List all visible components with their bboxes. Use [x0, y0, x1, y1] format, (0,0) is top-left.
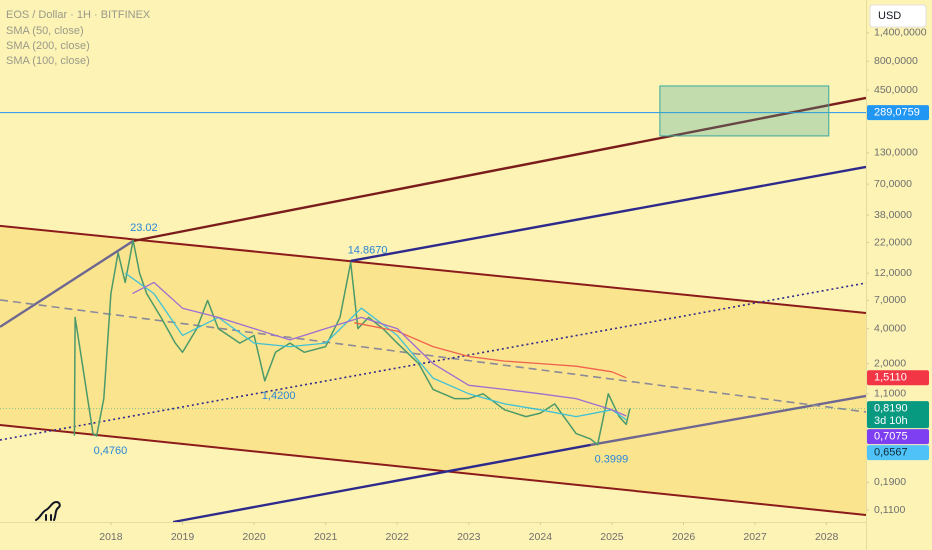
price-tag-label: 0,8190: [874, 403, 908, 415]
trend-line: [0, 299, 867, 413]
y-tick-label: 450,0000: [874, 84, 918, 96]
y-tick-label: 130,0000: [874, 147, 918, 159]
currency-button-bg[interactable]: [869, 4, 927, 28]
trend-line: [132, 96, 867, 243]
price-tag: 0,7075: [867, 429, 929, 445]
price-annotation: 0.3999: [595, 454, 629, 466]
logo-icon: [35, 500, 61, 521]
price-tag-bg: [867, 105, 929, 121]
trend-line: [350, 165, 867, 263]
price-tag-bg: [867, 445, 929, 461]
legend-entry: SMA (200, close): [6, 40, 90, 52]
y-tick-label: 0,1100: [874, 504, 905, 516]
price-tag-label: 289,0759: [874, 106, 920, 118]
y-tick-label: 1,1000: [874, 388, 906, 400]
price-annotation: 23.02: [130, 222, 158, 234]
price-tag-label: 0,7075: [874, 431, 908, 443]
sma-line: [132, 281, 627, 417]
x-tick-label: 2025: [600, 531, 624, 543]
y-tick-label: 12,0000: [874, 267, 912, 279]
y-tick-label: 0,1900: [874, 476, 906, 488]
price-tag-label: 1,5110: [874, 372, 907, 384]
trend-line: [0, 282, 867, 441]
price-tag: 1,5110: [867, 370, 929, 386]
currency-button[interactable]: USD: [869, 4, 927, 28]
x-tick-label: 2022: [386, 531, 410, 543]
x-tick-label: 2018: [99, 531, 123, 543]
x-tick-label: 2019: [171, 531, 195, 543]
price-tag-label: 0,6567: [874, 447, 908, 459]
trend-line: [590, 394, 867, 447]
legend: SMA (50, close) SMA (200, close) SMA (100,…: [6, 25, 90, 67]
price-tag: 0,6567: [867, 445, 929, 461]
legend-entry: SMA (100, close): [6, 55, 90, 67]
channel-lower: [0, 423, 867, 516]
sma-line: [354, 322, 627, 379]
price-annotation: 1,4200: [262, 390, 296, 402]
y-tick-label: 22,0000: [874, 236, 912, 248]
y-tick-label: 2,0000: [874, 357, 906, 369]
x-tick-label: 2027: [743, 531, 767, 543]
target-box: [659, 85, 830, 137]
y-tick-label: 7,0000: [874, 294, 906, 306]
countdown: 3d 10h: [874, 415, 908, 427]
trend-line: [0, 239, 134, 328]
x-tick-label: 2020: [242, 531, 266, 543]
x-tick-label: 2024: [529, 531, 553, 543]
plot-area: 23.02 14.8670 1,4200 0,4760 0.3999: [0, 85, 867, 524]
chart-title: EOS / Dollar · 1H · BITFINEX: [6, 9, 151, 21]
y-tick-label: 800,0000: [874, 55, 918, 67]
y-tick-label: 1,400,0000: [874, 27, 927, 39]
price-tag-bg: [867, 429, 929, 445]
logo: [35, 500, 61, 521]
price-annotation: 14.8670: [348, 244, 388, 256]
axes: 2018 2019 2020 2021 2022 2023 2024 2025 2026 2027…: [99, 27, 926, 543]
legend-entry: SMA (50, close): [6, 25, 84, 37]
y-tick-label: 38,0000: [874, 209, 912, 221]
price-annotation: 0,4760: [94, 445, 128, 457]
channel-upper: [0, 224, 867, 314]
x-tick-label: 2026: [672, 531, 696, 543]
price-tag-bg: [867, 370, 929, 386]
price-tag-bg: [867, 401, 929, 429]
y-tick-label: 4,0000: [874, 322, 906, 334]
x-tick-label: 2028: [815, 531, 839, 543]
price-line: [73, 239, 631, 446]
price-tag: 289,0759: [867, 105, 929, 121]
trend-line: [172, 443, 591, 524]
sma-line: [124, 272, 627, 421]
currency-label[interactable]: USD: [878, 10, 901, 22]
x-tick-label: 2023: [457, 531, 481, 543]
y-tick-label: 70,0000: [874, 178, 912, 190]
x-tick-label: 2021: [314, 531, 338, 543]
channel-fill: [0, 225, 866, 515]
